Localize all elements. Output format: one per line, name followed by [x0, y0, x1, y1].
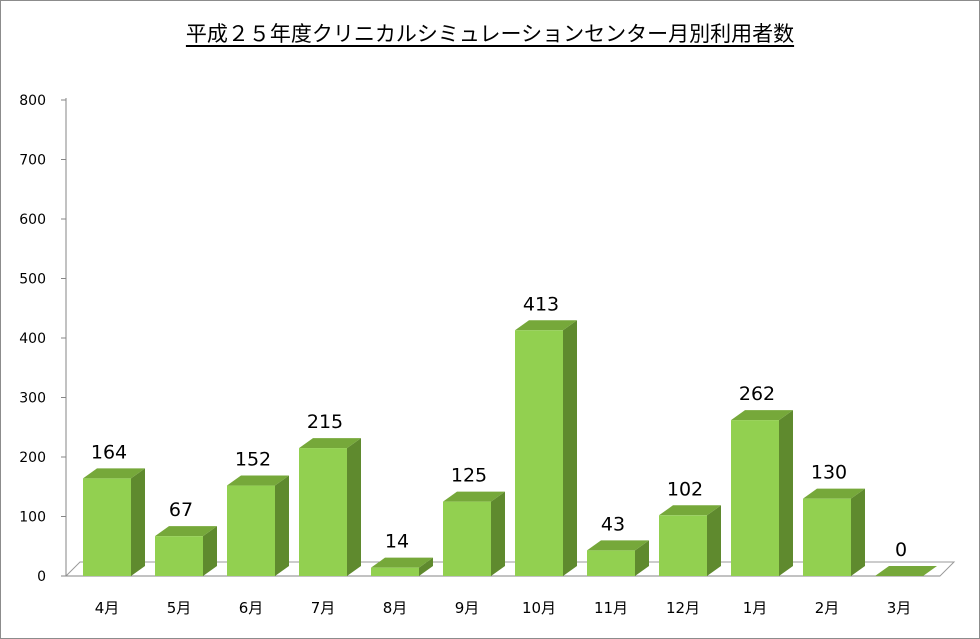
- bar: [875, 566, 937, 576]
- y-tick-label: 700: [19, 153, 46, 169]
- bar-side: [491, 491, 505, 576]
- bar: [155, 526, 217, 576]
- bar-front: [371, 567, 419, 576]
- bar: [515, 320, 577, 576]
- x-tick-label: 11月: [594, 599, 628, 617]
- bar-top: [155, 526, 217, 537]
- bar-side: [851, 488, 865, 576]
- bar: [299, 438, 361, 576]
- data-label: 413: [523, 293, 559, 315]
- bar-side: [563, 320, 577, 576]
- x-tick-label: 12月: [666, 599, 700, 617]
- data-label: 125: [451, 465, 487, 487]
- x-tick-label: 1月: [743, 599, 768, 617]
- bar-front: [803, 498, 851, 576]
- bar-side: [275, 475, 289, 576]
- bar-side: [419, 557, 433, 576]
- y-tick-label: 100: [19, 510, 46, 526]
- bar-front: [227, 485, 275, 576]
- bar: [731, 410, 793, 576]
- bar: [659, 505, 721, 576]
- data-label: 164: [91, 441, 127, 463]
- data-label: 130: [811, 462, 847, 484]
- x-tick-label: 9月: [455, 599, 480, 617]
- bar-front: [659, 515, 707, 576]
- bar: [227, 475, 289, 576]
- y-tick-label: 600: [19, 212, 46, 228]
- bar-top: [515, 320, 577, 331]
- bar-top: [443, 491, 505, 502]
- bar: [443, 491, 505, 576]
- y-tick-label: 400: [19, 331, 46, 347]
- value-labels: 164 67 152 215 14 125 413 43 102 262 130 0: [91, 293, 907, 561]
- bar-top: [587, 540, 649, 551]
- y-tick-label: 0: [37, 569, 46, 585]
- y-tick-label: 200: [19, 450, 46, 466]
- bar: [83, 468, 145, 576]
- data-label: 0: [895, 539, 907, 561]
- bar-front: [83, 478, 131, 576]
- bar-front: [155, 536, 203, 576]
- x-tick-label: 4月: [95, 599, 120, 617]
- data-label: 262: [739, 383, 775, 405]
- bar-side: [779, 410, 793, 576]
- bar-top: [299, 438, 361, 449]
- chart-title: 平成２５年度クリニカルシミュレーションセンター月別利用者数: [0, 18, 980, 48]
- bar-side: [131, 468, 145, 576]
- bar: [803, 488, 865, 576]
- bar-top: [659, 505, 721, 516]
- bar-side: [707, 505, 721, 576]
- bar-front: [443, 501, 491, 576]
- chart-bars: [83, 320, 937, 576]
- y-tick-label: 300: [19, 391, 46, 407]
- bar-side: [635, 540, 649, 576]
- x-tick-label: 7月: [311, 599, 336, 617]
- bar-front: [515, 330, 563, 576]
- x-axis-labels: 4月 5月 6月 7月 8月 9月 10月 11月 12月 1月 2月 3月: [95, 599, 912, 617]
- y-axis-ticks: 0 100 200 300 400 500 600 700 800: [19, 93, 66, 585]
- data-label: 215: [307, 411, 343, 433]
- data-label: 14: [385, 531, 409, 553]
- data-label: 152: [235, 449, 271, 471]
- data-label: 67: [169, 499, 193, 521]
- data-label: 43: [601, 513, 625, 535]
- bar-front: [731, 420, 779, 576]
- x-tick-label: 10月: [522, 599, 556, 617]
- x-tick-label: 6月: [239, 599, 264, 617]
- bar: [371, 557, 433, 576]
- bar-front: [299, 448, 347, 576]
- bar-top: [875, 566, 937, 576]
- y-tick-label: 800: [19, 93, 46, 109]
- x-tick-label: 8月: [383, 599, 408, 617]
- x-tick-label: 5月: [167, 599, 192, 617]
- y-tick-label: 500: [19, 272, 46, 288]
- x-tick-label: 2月: [815, 599, 840, 617]
- bar: [587, 540, 649, 576]
- chart-title-text: 平成２５年度クリニカルシミュレーションセンター月別利用者数: [185, 22, 795, 46]
- bar-top: [83, 468, 145, 479]
- bar-side: [203, 526, 217, 576]
- bar-top: [227, 475, 289, 486]
- bar-front: [587, 550, 635, 576]
- data-label: 102: [667, 478, 703, 500]
- x-tick-label: 3月: [887, 599, 912, 617]
- bar-top: [371, 557, 433, 568]
- bar-top: [731, 410, 793, 421]
- bar-top: [803, 488, 865, 499]
- bar-side: [347, 438, 361, 576]
